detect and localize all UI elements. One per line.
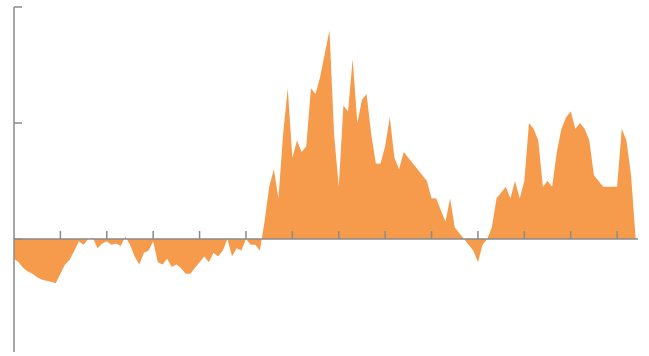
area [14, 30, 636, 284]
